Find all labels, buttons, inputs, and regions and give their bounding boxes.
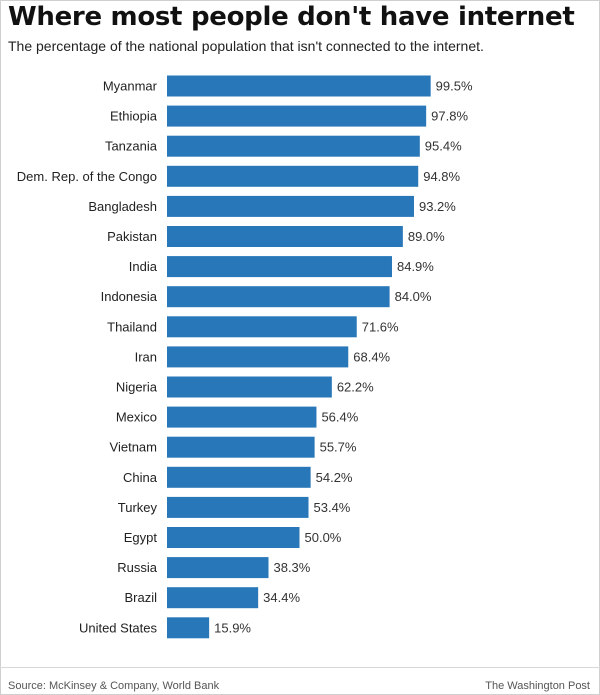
category-label: Russia (117, 560, 158, 575)
category-label: Indonesia (101, 289, 158, 304)
bar (167, 587, 259, 609)
category-label: Egypt (124, 530, 158, 545)
bar-chart: Myanmar 99.5% Ethiopia 97.8% Tanzania 95.4% De… (0, 70, 600, 650)
value-label: 94.8% (423, 169, 460, 184)
category-label: Vietnam (110, 440, 157, 455)
category-label: Bangladesh (88, 199, 157, 214)
value-label: 50.0% (305, 530, 342, 545)
value-label: 93.2% (419, 199, 456, 214)
bar (167, 376, 332, 398)
bar (167, 286, 390, 308)
category-label: Mexico (116, 410, 157, 425)
bar (167, 75, 431, 97)
category-label: Tanzania (105, 139, 158, 154)
bar (167, 165, 419, 187)
bar (167, 105, 427, 127)
bar-chart-svg: Myanmar 99.5% Ethiopia 97.8% Tanzania 95.4% De… (17, 75, 473, 639)
bar (167, 527, 300, 548)
bar (167, 557, 269, 579)
value-label: 84.9% (397, 259, 434, 274)
value-label: 68.4% (353, 349, 390, 364)
value-label: 71.6% (362, 319, 399, 334)
source-note: Source: McKinsey & Company, World Bank (8, 680, 220, 692)
value-label: 15.9% (214, 620, 251, 635)
publisher-credit: The Washington Post (485, 680, 590, 692)
value-label: 55.7% (320, 440, 357, 455)
category-label: Thailand (107, 319, 157, 334)
bar (167, 135, 420, 157)
category-label: Nigeria (116, 380, 158, 395)
bar (167, 195, 414, 217)
chart-title: Where most people don't have internet (8, 2, 575, 32)
value-label: 56.4% (321, 410, 358, 425)
category-label: Ethiopia (110, 109, 158, 124)
value-label: 38.3% (273, 560, 310, 575)
bar (167, 316, 357, 338)
category-label: United States (79, 620, 158, 635)
value-label: 62.2% (337, 380, 374, 395)
bar (167, 436, 315, 458)
footer-divider (0, 667, 600, 668)
chart-subtitle: The percentage of the national populatio… (8, 38, 484, 54)
bar (167, 256, 392, 278)
value-label: 99.5% (436, 79, 473, 94)
category-label: Turkey (118, 500, 158, 515)
category-label: China (123, 470, 158, 485)
value-label: 84.0% (395, 289, 432, 304)
bar (167, 406, 317, 428)
category-label: Iran (135, 349, 157, 364)
bar (167, 617, 210, 639)
bar (167, 496, 309, 518)
category-label: Dem. Rep. of the Congo (17, 169, 157, 184)
bar (167, 466, 311, 488)
category-label: India (129, 259, 158, 274)
value-label: 53.4% (314, 500, 351, 515)
category-label: Pakistan (107, 229, 157, 244)
value-label: 95.4% (425, 139, 462, 154)
value-label: 54.2% (316, 470, 353, 485)
value-label: 34.4% (263, 590, 300, 605)
value-label: 89.0% (408, 229, 445, 244)
bar (167, 346, 349, 368)
category-label: Myanmar (103, 79, 158, 94)
bar (167, 226, 403, 247)
value-label: 97.8% (431, 109, 468, 124)
category-label: Brazil (124, 590, 157, 605)
